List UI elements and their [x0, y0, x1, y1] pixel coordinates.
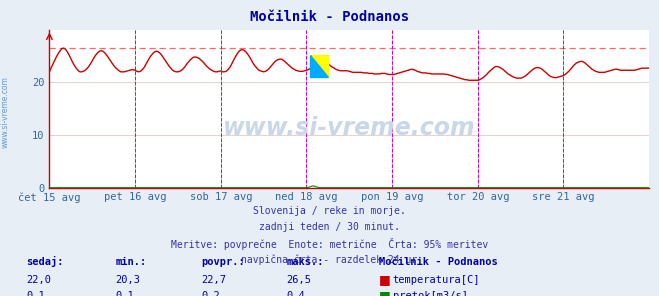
Text: Močilnik - Podnanos: Močilnik - Podnanos	[379, 257, 498, 267]
Text: 26,5: 26,5	[287, 275, 312, 285]
Text: Meritve: povprečne  Enote: metrične  Črta: 95% meritev: Meritve: povprečne Enote: metrične Črta:…	[171, 238, 488, 250]
Text: sedaj:: sedaj:	[26, 256, 64, 268]
Text: pretok[m3/s]: pretok[m3/s]	[393, 291, 468, 296]
Text: navpična črta - razdelek 24 ur: navpična črta - razdelek 24 ur	[241, 255, 418, 265]
Text: 0,1: 0,1	[115, 291, 134, 296]
Text: ■: ■	[379, 289, 391, 296]
Text: 0,1: 0,1	[26, 291, 45, 296]
Text: povpr.:: povpr.:	[201, 257, 244, 267]
Text: 20,3: 20,3	[115, 275, 140, 285]
Polygon shape	[310, 55, 328, 77]
Text: temperatura[C]: temperatura[C]	[393, 275, 480, 285]
Polygon shape	[310, 55, 328, 77]
Text: Močilnik - Podnanos: Močilnik - Podnanos	[250, 10, 409, 24]
Text: 22,0: 22,0	[26, 275, 51, 285]
Text: min.:: min.:	[115, 257, 146, 267]
Text: 0,4: 0,4	[287, 291, 305, 296]
Text: www.si-vreme.com: www.si-vreme.com	[1, 77, 10, 148]
Text: zadnji teden / 30 minut.: zadnji teden / 30 minut.	[259, 222, 400, 232]
Text: 0,2: 0,2	[201, 291, 219, 296]
Text: maks.:: maks.:	[287, 257, 324, 267]
Text: www.si-vreme.com: www.si-vreme.com	[223, 116, 476, 140]
Text: 22,7: 22,7	[201, 275, 226, 285]
Text: ■: ■	[379, 273, 391, 286]
Text: Slovenija / reke in morje.: Slovenija / reke in morje.	[253, 206, 406, 216]
